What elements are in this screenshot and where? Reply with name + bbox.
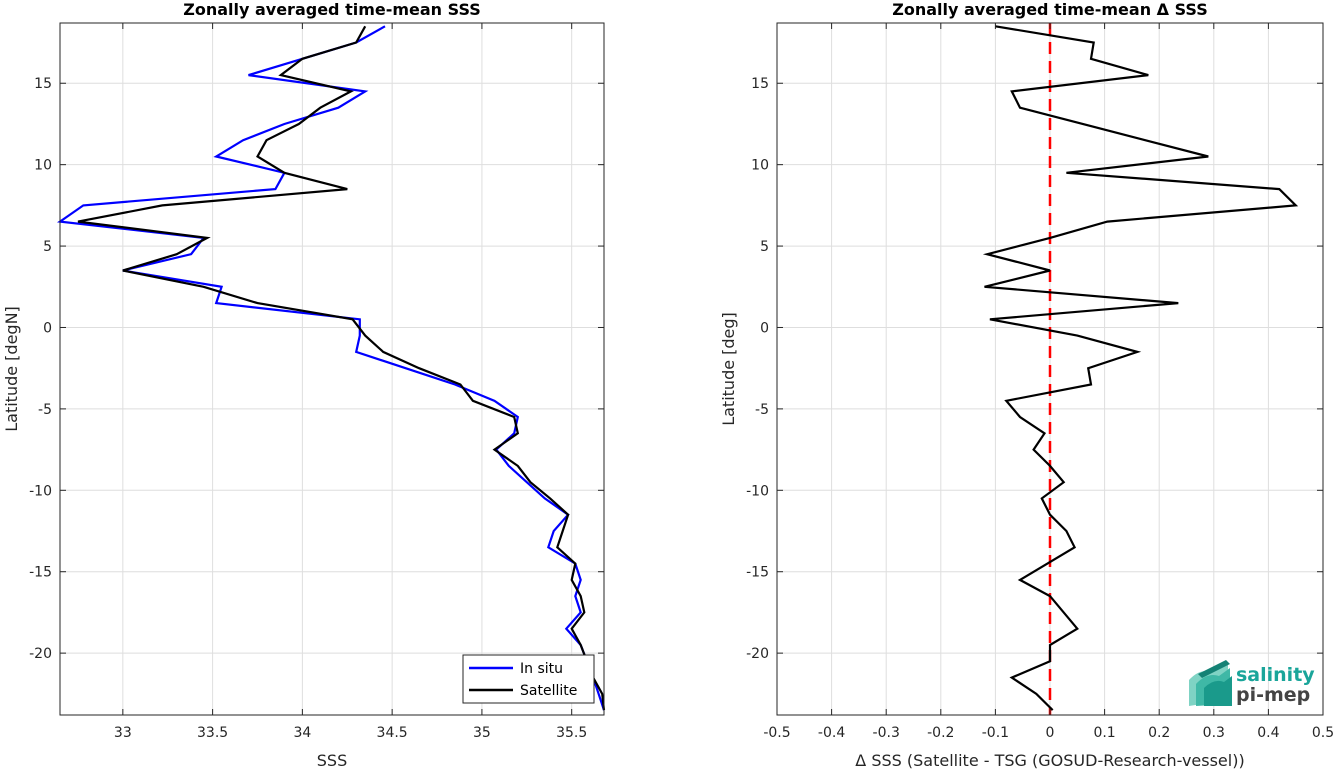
legend-label-in-situ: In situ [520, 661, 563, 677]
y-tick-label: -15 [29, 565, 52, 581]
logo-text-pi-mep: pi-mep [1236, 684, 1310, 706]
x-tick-label: -0.4 [818, 725, 845, 741]
x-tick-label: 34 [293, 725, 311, 741]
sss-chart-title: Zonally averaged time-mean SSS [183, 0, 481, 19]
y-tick-label: 10 [34, 158, 52, 174]
y-tick-label: -5 [755, 402, 769, 418]
y-tick-label: -20 [29, 646, 52, 662]
x-tick-label: 33.5 [197, 725, 228, 741]
y-tick-label: 15 [751, 76, 769, 92]
y-tick-label: -15 [746, 565, 769, 581]
x-tick-label: 33 [114, 725, 132, 741]
y-tick-label: 5 [760, 239, 769, 255]
delta-chart-title: Zonally averaged time-mean Δ SSS [892, 0, 1208, 19]
legend-box [462, 654, 595, 704]
delta-y-axis-label: Latitude [deg] [719, 312, 738, 426]
x-tick-label: 0.2 [1148, 725, 1170, 741]
salinity-pi-mep-logo: salinity pi-mep [1189, 660, 1315, 706]
x-tick-label: 0 [1046, 725, 1055, 741]
x-tick-label: 35.5 [556, 725, 587, 741]
x-tick-label: 0.3 [1203, 725, 1225, 741]
series-line-satellite [77, 25, 606, 711]
y-tick-label: -10 [746, 483, 769, 499]
x-tick-label: -0.5 [763, 725, 790, 741]
x-tick-label: -0.3 [873, 725, 900, 741]
y-tick-label: 10 [751, 158, 769, 174]
wave-stack-icon [1189, 660, 1232, 706]
sss-grid [60, 23, 604, 715]
sss-x-axis-label: SSS [317, 751, 347, 769]
y-tick-label: -20 [746, 646, 769, 662]
sss-series [56, 25, 606, 711]
delta-sss-panel: -0.5 -0.4 -0.3 -0.2 -0.1 0 0.1 0.2 0.3 0.4 0.5 -20 -… [719, 0, 1334, 769]
series-line-in-situ [56, 25, 606, 711]
sss-axes-box [59, 22, 605, 716]
x-tick-label: 0.1 [1093, 725, 1115, 741]
delta-x-axis-label: Δ SSS (Satellite - TSG (GOSUD-Research-v… [855, 751, 1244, 769]
y-tick-label: 15 [34, 76, 52, 92]
sss-ticks: 33 33.5 34 34.5 35 35.5 -20 -15 -10 -5 0 5 10 15 [29, 23, 604, 741]
sss-panel: 33 33.5 34 34.5 35 35.5 -20 -15 -10 -5 0 5 10 15 Zona… [2, 0, 606, 769]
x-tick-label: 0.4 [1257, 725, 1279, 741]
y-tick-label: 0 [760, 320, 769, 336]
y-tick-label: -5 [38, 402, 52, 418]
x-tick-label: -0.1 [982, 725, 1009, 741]
sss-legend: In situ Satellite [462, 654, 595, 704]
y-tick-label: 0 [43, 320, 52, 336]
x-tick-label: 35 [473, 725, 491, 741]
series-line-delta [982, 25, 1299, 711]
delta-series [982, 23, 1299, 715]
x-tick-label: 0.5 [1312, 725, 1334, 741]
y-tick-label: 5 [43, 239, 52, 255]
legend-label-satellite: Satellite [520, 683, 577, 699]
y-tick-label: -10 [29, 483, 52, 499]
sss-y-axis-label: Latitude [degN] [2, 306, 21, 432]
x-tick-label: 34.5 [377, 725, 408, 741]
logo-text-salinity: salinity [1236, 664, 1315, 686]
delta-ticks: -0.5 -0.4 -0.3 -0.2 -0.1 0 0.1 0.2 0.3 0.4 0.5 -20 -… [746, 23, 1334, 741]
x-tick-label: -0.2 [927, 725, 954, 741]
